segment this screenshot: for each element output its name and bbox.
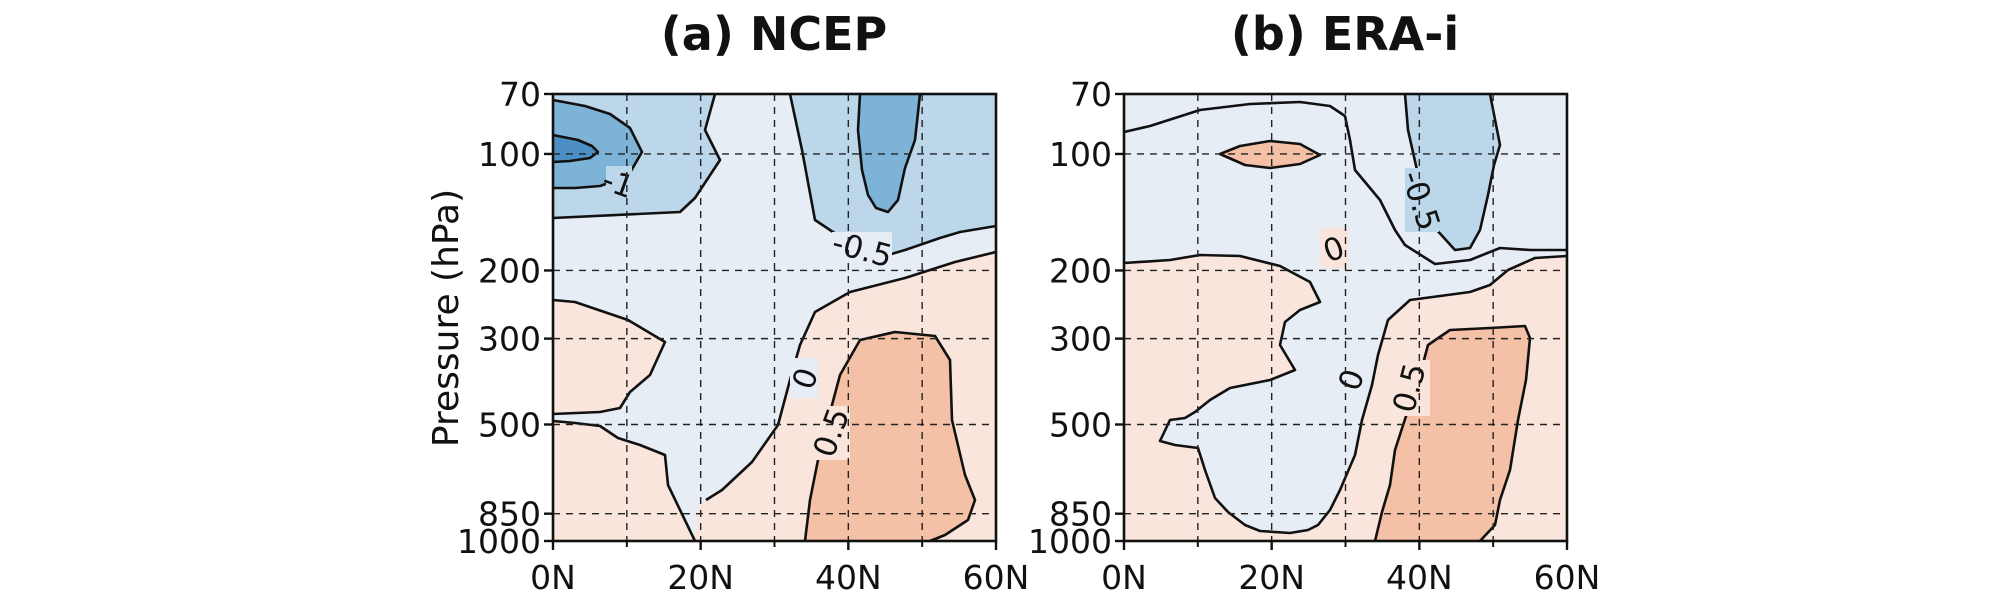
x-tick-label: 20N bbox=[667, 558, 734, 597]
x-tick-label: 40N bbox=[815, 558, 882, 597]
region-a-strong-positive bbox=[805, 332, 975, 541]
region-a-core-negative bbox=[553, 135, 598, 162]
x-tick-label: 0N bbox=[530, 558, 576, 597]
y-tick-label: 300 bbox=[1049, 320, 1112, 359]
panel-a-grid bbox=[553, 94, 996, 541]
y-tick-label: 300 bbox=[478, 320, 541, 359]
panel-b-contour-labels: -0.5 0 0 0.5 bbox=[1319, 166, 1447, 416]
panel-a: (a) NCEP -1 -0.5 bbox=[457, 7, 1029, 597]
panel-b: (b) ERA-i -0.5 0 0 0.5 0N 20N 40 bbox=[1028, 7, 1600, 597]
panel-b-grid bbox=[1124, 94, 1567, 541]
y-tick-label: 1000 bbox=[1028, 522, 1112, 561]
y-tick-label: 70 bbox=[1070, 75, 1112, 114]
panel-a-title: (a) NCEP bbox=[661, 7, 888, 61]
y-tick-label: 70 bbox=[499, 75, 541, 114]
x-tick-label: 20N bbox=[1238, 558, 1305, 597]
x-tick-label: 40N bbox=[1386, 558, 1453, 597]
y-tick-label: 500 bbox=[478, 405, 541, 444]
y-tick-label: 850 bbox=[1049, 495, 1112, 534]
y-axis-label: Pressure (hPa) bbox=[426, 189, 467, 447]
y-tick-label: 200 bbox=[1049, 251, 1112, 290]
region-b-upper-negative bbox=[1405, 94, 1500, 250]
region-b-strong-positive bbox=[1375, 326, 1530, 541]
region-a-strong-negative-2 bbox=[858, 94, 920, 212]
panel-a-contour-labels: -1 -0.5 0 0.5 bbox=[597, 162, 896, 462]
x-tick-label: 60N bbox=[963, 558, 1030, 597]
y-tick-label: 1000 bbox=[457, 522, 541, 561]
x-tick-label: 60N bbox=[1534, 558, 1601, 597]
y-tick-label: 500 bbox=[1049, 405, 1112, 444]
y-tick-label: 100 bbox=[478, 135, 541, 174]
y-tick-label: 200 bbox=[478, 251, 541, 290]
y-tick-label: 100 bbox=[1049, 135, 1112, 174]
panel-b-contour-lines bbox=[1123, 93, 1568, 542]
y-tick-label: 850 bbox=[478, 495, 541, 534]
x-tick-label: 0N bbox=[1101, 558, 1147, 597]
panel-b-title: (b) ERA-i bbox=[1231, 7, 1459, 61]
